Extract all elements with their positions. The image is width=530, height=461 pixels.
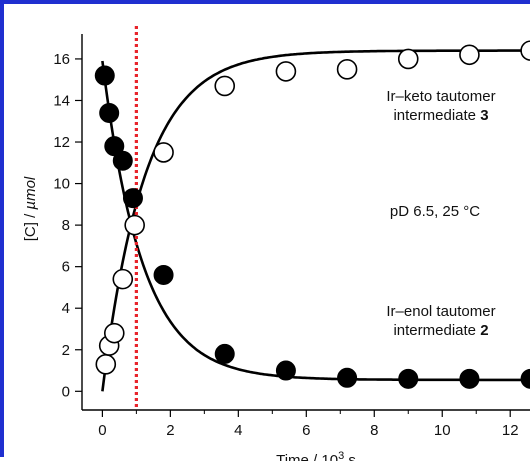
filled-point-0 [94, 65, 115, 86]
x-tick-label: 6 [302, 422, 310, 439]
data-points [94, 40, 530, 389]
y-tick-label: 8 [62, 217, 70, 234]
open-point-8 [336, 59, 358, 80]
y-axis-label: [C] / µmol [22, 176, 39, 241]
open-point-2 [103, 322, 125, 344]
open-point-9 [397, 48, 419, 70]
x-tick-label: 0 [98, 422, 106, 439]
filled-point-11 [520, 368, 530, 389]
open-point-3 [112, 268, 134, 290]
filled-point-8 [337, 367, 358, 388]
y-tick-label: 0 [62, 383, 70, 400]
annotation-conditions: pD 6.5, 25 °C [390, 203, 480, 220]
y-tick-label: 6 [62, 259, 70, 276]
open-point-7 [275, 61, 297, 82]
x-axis-label: Time / 103 s [276, 450, 356, 461]
open-point-6 [214, 75, 236, 97]
y-tick-label: 2 [62, 342, 70, 359]
annotation-enol-2: intermediate 2 [393, 322, 488, 339]
filled-point-9 [398, 368, 419, 389]
filled-point-4 [122, 188, 143, 209]
open-point-4 [124, 214, 145, 236]
open-point-10 [459, 44, 480, 66]
axes [75, 34, 530, 417]
filled-point-3 [112, 150, 133, 171]
x-tick-label: 4 [234, 422, 242, 439]
filled-point-7 [275, 360, 296, 381]
x-tick-label: 2 [166, 422, 174, 439]
open-point-0 [95, 353, 117, 375]
annotation-keto: Ir–keto tautomer [386, 88, 495, 105]
filled-point-5 [153, 264, 174, 285]
y-tick-label: 10 [53, 176, 70, 193]
y-tick-label: 12 [53, 134, 70, 151]
x-tick-label: 10 [434, 422, 451, 439]
y-tick-label: 14 [53, 92, 70, 109]
filled-point-10 [459, 368, 480, 389]
y-tick-label: 4 [62, 300, 70, 317]
open-point-11 [520, 40, 530, 61]
x-tick-label: 8 [370, 422, 378, 439]
filled-point-1 [99, 102, 120, 123]
annotation-keto-2: intermediate 3 [393, 107, 488, 124]
filled-point-6 [214, 343, 235, 364]
open-point-5 [153, 142, 174, 163]
x-tick-label: 12 [502, 422, 519, 439]
annotation-enol: Ir–enol tautomer [386, 303, 495, 320]
y-tick-label: 16 [53, 51, 70, 68]
tick-labels: 0 2 4 6 8 10 12 14 16 0 2 4 6 8 10 12 [53, 51, 518, 439]
